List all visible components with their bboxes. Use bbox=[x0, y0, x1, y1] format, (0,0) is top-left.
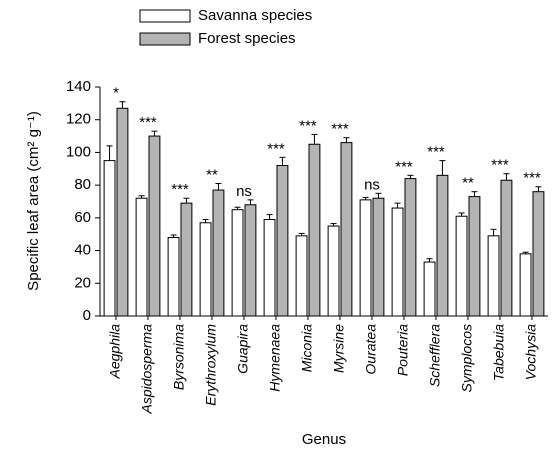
bar bbox=[468, 196, 481, 317]
bar bbox=[199, 222, 212, 317]
significance-label: ns bbox=[364, 176, 380, 193]
y-tick-label: 120 bbox=[66, 111, 91, 128]
legend-swatch bbox=[139, 9, 191, 23]
y-tick-label: 0 bbox=[83, 307, 91, 324]
x-tick-label: Tabebuia bbox=[491, 324, 507, 381]
y-tick-label: 60 bbox=[74, 209, 91, 226]
significance-label: *** bbox=[491, 157, 509, 174]
bar bbox=[295, 235, 308, 317]
bar bbox=[103, 160, 116, 317]
y-tick-label: 20 bbox=[74, 274, 91, 291]
x-tick-label: Pouteria bbox=[395, 324, 411, 376]
bar bbox=[276, 165, 289, 317]
significance-label: ** bbox=[462, 175, 474, 192]
y-axis-label: Specific leaf area (cm² g⁻¹) bbox=[25, 111, 42, 291]
legend-label: Forest species bbox=[198, 30, 296, 47]
bar bbox=[327, 225, 340, 317]
x-tick-label: Aspidosperma bbox=[139, 324, 155, 415]
bar bbox=[436, 174, 449, 317]
bar bbox=[135, 197, 148, 317]
y-tick-label: 140 bbox=[66, 78, 91, 95]
x-tick-label: Vochysia bbox=[523, 324, 539, 381]
significance-label: *** bbox=[171, 181, 189, 198]
significance-label: *** bbox=[395, 158, 413, 175]
significance-label: *** bbox=[331, 121, 349, 138]
bar bbox=[423, 261, 436, 317]
bar bbox=[180, 202, 193, 317]
bar bbox=[455, 215, 468, 317]
bar bbox=[212, 189, 225, 317]
legend-label: Savanna species bbox=[198, 7, 312, 24]
bar bbox=[263, 218, 276, 317]
significance-label: *** bbox=[427, 144, 445, 161]
y-tick-label: 100 bbox=[66, 143, 91, 160]
x-tick-label: Hymenaea bbox=[267, 324, 283, 392]
significance-label: ** bbox=[206, 166, 218, 183]
significance-label: * bbox=[113, 85, 119, 102]
legend-swatch bbox=[139, 32, 191, 46]
bar bbox=[148, 135, 161, 317]
significance-label: *** bbox=[267, 140, 285, 157]
x-tick-label: Erythroxylum bbox=[203, 324, 219, 406]
x-tick-label: Myrsine bbox=[331, 324, 347, 373]
bar bbox=[519, 253, 532, 317]
bar bbox=[116, 107, 129, 317]
bar bbox=[340, 142, 353, 317]
x-tick-label: Aegphila bbox=[107, 324, 123, 380]
bar bbox=[391, 207, 404, 317]
bar bbox=[372, 197, 385, 317]
significance-label: ns bbox=[236, 183, 252, 200]
bar bbox=[244, 204, 257, 317]
x-tick-label: Ouratea bbox=[363, 324, 379, 375]
significance-label: *** bbox=[299, 117, 317, 134]
bar bbox=[487, 235, 500, 317]
bar bbox=[532, 191, 545, 317]
x-tick-label: Miconia bbox=[299, 324, 315, 372]
x-tick-label: Byrsonima bbox=[171, 324, 187, 390]
x-tick-label: Guapira bbox=[235, 324, 251, 374]
x-tick-label: Schefflera bbox=[427, 324, 443, 387]
significance-label: *** bbox=[139, 114, 157, 131]
y-tick-label: 40 bbox=[74, 242, 91, 259]
bar bbox=[231, 209, 244, 317]
x-axis-label: Genus bbox=[302, 431, 346, 448]
x-tick-label: Symplocos bbox=[459, 324, 475, 392]
bar bbox=[500, 179, 513, 317]
significance-label: *** bbox=[523, 170, 541, 187]
bar bbox=[359, 199, 372, 317]
bar bbox=[308, 143, 321, 317]
bar bbox=[404, 178, 417, 317]
y-tick-label: 80 bbox=[74, 176, 91, 193]
bar bbox=[167, 236, 180, 317]
